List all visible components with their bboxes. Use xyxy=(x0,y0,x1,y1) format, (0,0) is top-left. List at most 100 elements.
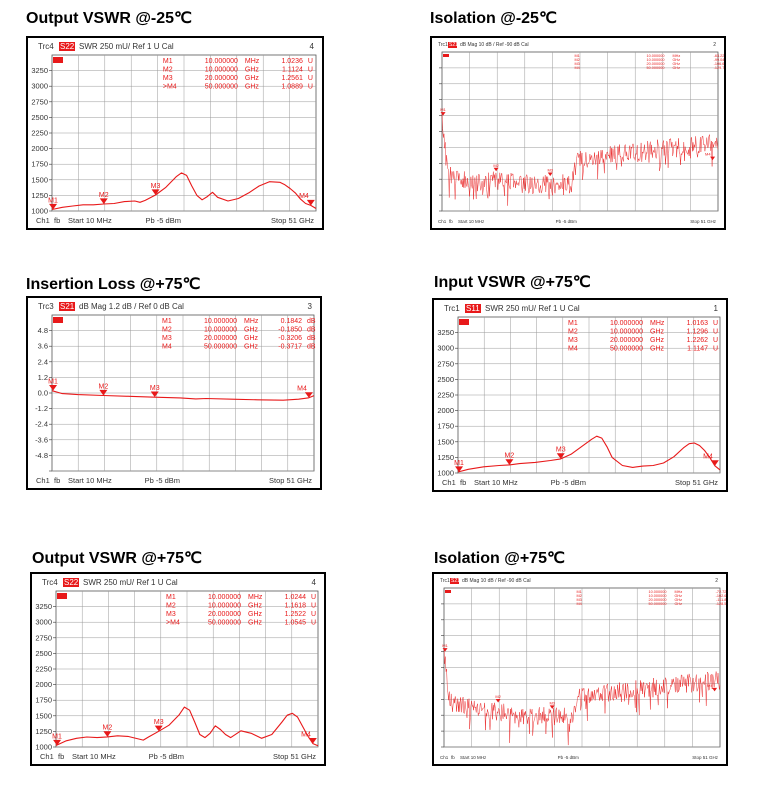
footer-start: Start 10 MHz xyxy=(460,755,487,760)
param-label: S21 xyxy=(60,302,75,311)
marker-readout-freq: 10.000000 xyxy=(649,590,667,594)
marker-triangle xyxy=(99,389,108,396)
y-tick-label: 1.2 xyxy=(38,373,48,382)
y-tick-label: 3250 xyxy=(35,602,52,611)
footer-start: Start 10 MHz xyxy=(474,478,518,487)
trace-number: 2 xyxy=(715,578,718,584)
marker-triangle xyxy=(308,738,317,744)
marker-readout-value: -102.67 xyxy=(716,594,726,598)
marker-readout-freq: 20.000000 xyxy=(610,337,643,344)
marker-readout-value: 1.0244 xyxy=(285,594,307,601)
marker-triangle xyxy=(150,391,159,398)
marker-triangle xyxy=(304,392,313,398)
marker-readout-value: 1.0236 xyxy=(281,58,303,65)
marker-triangle xyxy=(442,648,448,652)
marker-readout-id: M3 xyxy=(574,62,579,66)
param-label: S21 xyxy=(451,578,460,584)
marker-readout-vunit: dB xyxy=(307,327,316,334)
marker-readout-freq: 20.000000 xyxy=(647,62,665,66)
y-tick-label: 2250 xyxy=(35,665,52,674)
footer-stop: Stop 51 GHz xyxy=(273,752,316,761)
y-tick-label: 0.0 xyxy=(38,389,48,398)
marker-readout-freq: 10.000000 xyxy=(647,58,665,62)
marker-readout-value: -72.728 xyxy=(716,590,726,594)
marker-readout-value: -0.3206 xyxy=(278,335,302,342)
marker-label: M4 xyxy=(707,683,713,688)
marker-readout-freq: 10.000000 xyxy=(205,58,238,65)
trace-label: Trc3 xyxy=(38,302,54,311)
marker-readout-freq: 10.000000 xyxy=(204,327,237,334)
marker-triangle xyxy=(547,172,553,177)
ref-badge xyxy=(53,317,63,323)
marker-triangle xyxy=(710,156,716,161)
marker-readout-freq: 20.000000 xyxy=(205,75,238,82)
marker-readout-unit: GHz xyxy=(248,620,262,627)
marker-triangle xyxy=(495,698,501,703)
marker-readout-freq: 10.000000 xyxy=(208,603,241,610)
marker-triangle xyxy=(556,453,565,459)
marker-label: M3 xyxy=(150,385,160,392)
footer-channel: Ch1 xyxy=(40,752,54,761)
marker-readout-vunit: U xyxy=(713,329,718,336)
y-tick-label: 4.8 xyxy=(38,326,48,335)
marker-label: M1 xyxy=(440,107,446,112)
marker-readout-id: M4 xyxy=(162,344,172,351)
y-tick-label: 1000 xyxy=(35,743,52,752)
analyzer-plot: Trc3 S21 dB Mag 1.2 dB / Ref 0 dB Cal 3 4.8 3… xyxy=(35,302,316,485)
marker-readout-value: -0.3717 xyxy=(278,344,302,351)
marker-label: M2 xyxy=(505,453,515,460)
marker-triangle xyxy=(151,189,160,196)
marker-readout-unit: MHz xyxy=(674,590,682,594)
marker-readout-id: M1 xyxy=(574,54,579,58)
ref-badge xyxy=(445,590,451,593)
marker-readout-value: 1.1296 xyxy=(687,329,709,336)
marker-triangle xyxy=(103,731,112,737)
footer-channel: Ch1 xyxy=(440,755,449,760)
marker-triangle xyxy=(712,687,718,692)
marker-readout-unit: GHz xyxy=(650,337,665,344)
footer-fb: fb xyxy=(451,755,455,760)
analyzer-screen: Trc4 S22 SWR 250 mU/ Ref 1 U Cal 4 3250 3000 2… xyxy=(26,36,324,230)
marker-readout-value: -106.61 xyxy=(714,62,724,66)
y-tick-label: -3.6 xyxy=(35,435,48,444)
trace-label: Trc1 xyxy=(440,578,450,584)
marker-label: M2 xyxy=(493,163,499,168)
y-tick-label: 2000 xyxy=(35,680,52,689)
y-tick-label: 3000 xyxy=(31,82,48,91)
y-tick-label: 1750 xyxy=(437,422,454,431)
marker-readout-value: 1.2522 xyxy=(285,611,307,618)
marker-readout-freq: 10.000000 xyxy=(610,320,643,327)
marker-triangle xyxy=(505,459,514,465)
marker-readout-id: M2 xyxy=(568,329,578,336)
param-badge xyxy=(465,304,481,313)
marker-readout-unit: GHz xyxy=(674,594,682,598)
marker-readout-vunit: U xyxy=(311,594,316,601)
chart-title: Isolation @+75℃ xyxy=(434,550,565,567)
chart-title: Output VSWR @-25℃ xyxy=(26,10,193,27)
marker-readout-unit: MHz xyxy=(248,594,263,601)
marker-readout-id: M1 xyxy=(166,594,176,601)
y-tick-label: 2750 xyxy=(35,633,52,642)
marker-readout-id: M3 xyxy=(162,335,172,342)
marker-triangle xyxy=(306,199,315,206)
marker-label: M3 xyxy=(154,719,164,726)
footer-fb: fb xyxy=(54,476,60,485)
y-tick-label: 2500 xyxy=(35,649,52,658)
param-badge xyxy=(450,578,459,584)
footer-power: Pb -5 dBm xyxy=(551,478,586,487)
marker-triangle xyxy=(49,203,58,210)
marker-label: M2 xyxy=(99,192,109,199)
param-label: S11 xyxy=(466,304,480,313)
marker-readout-freq: 10.000000 xyxy=(610,329,643,336)
marker-label: M3 xyxy=(556,447,566,454)
marker-readout-value: 1.0545 xyxy=(285,620,307,627)
marker-readout-freq: 20.000000 xyxy=(649,598,667,602)
marker-readout-vunit: U xyxy=(713,346,718,353)
marker-readout-value: 1.1124 xyxy=(282,67,303,74)
y-tick-label: 1500 xyxy=(31,175,48,184)
marker-readout-unit: GHz xyxy=(674,602,682,606)
chart-title: Isolation @-25℃ xyxy=(430,10,557,27)
marker-readout-id: M2 xyxy=(576,594,581,598)
y-tick-label: 2000 xyxy=(31,144,48,153)
marker-readout-id: M1 xyxy=(162,318,172,325)
